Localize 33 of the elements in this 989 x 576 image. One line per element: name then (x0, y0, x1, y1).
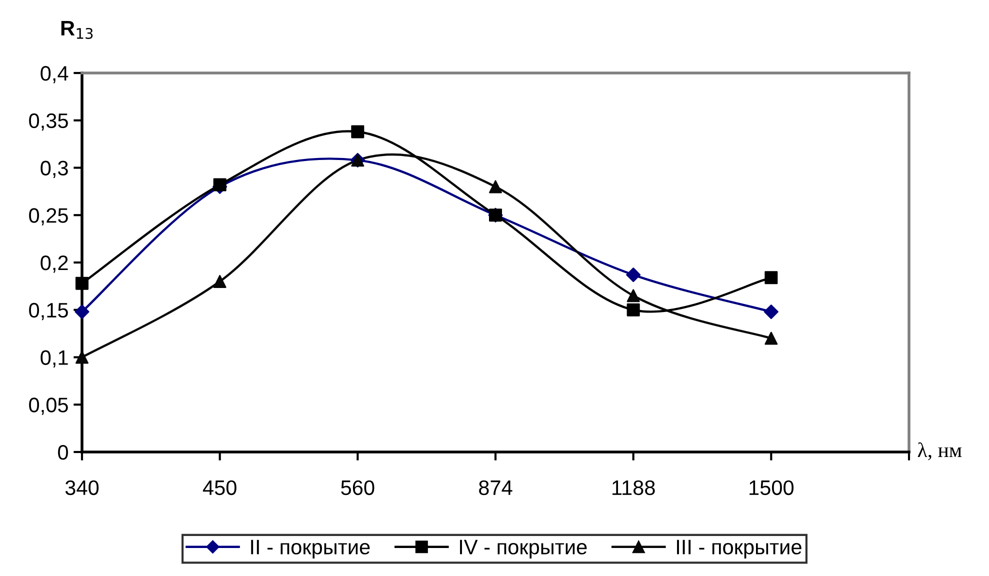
x-tick-label: 340 (65, 480, 99, 496)
y-tick-label: 0,25 (29, 208, 68, 226)
x-tick-label: 560 (341, 480, 374, 496)
point (626, 268, 641, 282)
point (213, 178, 226, 192)
x-tick-label: 1188 (612, 480, 655, 496)
y-axis-title: R$_{13}$ (61, 21, 93, 39)
y-tick-label: 0 (58, 445, 68, 460)
point (351, 125, 364, 138)
point (764, 332, 778, 345)
legend-label: II - покрытие (251, 540, 370, 559)
y-tick-label: 0,1 (40, 350, 68, 368)
y-tick-label: 0,35 (29, 113, 68, 131)
y-tick-label: 0,15 (29, 302, 68, 320)
point (626, 289, 640, 302)
point (488, 180, 502, 194)
y-tick-label: 0,2 (40, 256, 68, 273)
y-tick-label: 0,4 (40, 66, 68, 84)
point (764, 304, 778, 320)
point (764, 271, 778, 284)
y-tick-label: 0,05 (29, 398, 68, 415)
legend-label: IV - покрытие (460, 540, 587, 559)
point (75, 276, 89, 290)
x-axis-title: λ, нм (918, 442, 962, 460)
x-tick-label: 450 (202, 480, 236, 496)
legend-label: III - покрытие (677, 540, 802, 559)
x-tick-label: 874 (479, 480, 512, 496)
point (626, 303, 640, 316)
point (213, 274, 226, 288)
point (74, 304, 90, 320)
x-tick-label: 1500 (750, 480, 794, 496)
point (75, 350, 89, 364)
y-tick-label: 0,3 (40, 160, 68, 178)
